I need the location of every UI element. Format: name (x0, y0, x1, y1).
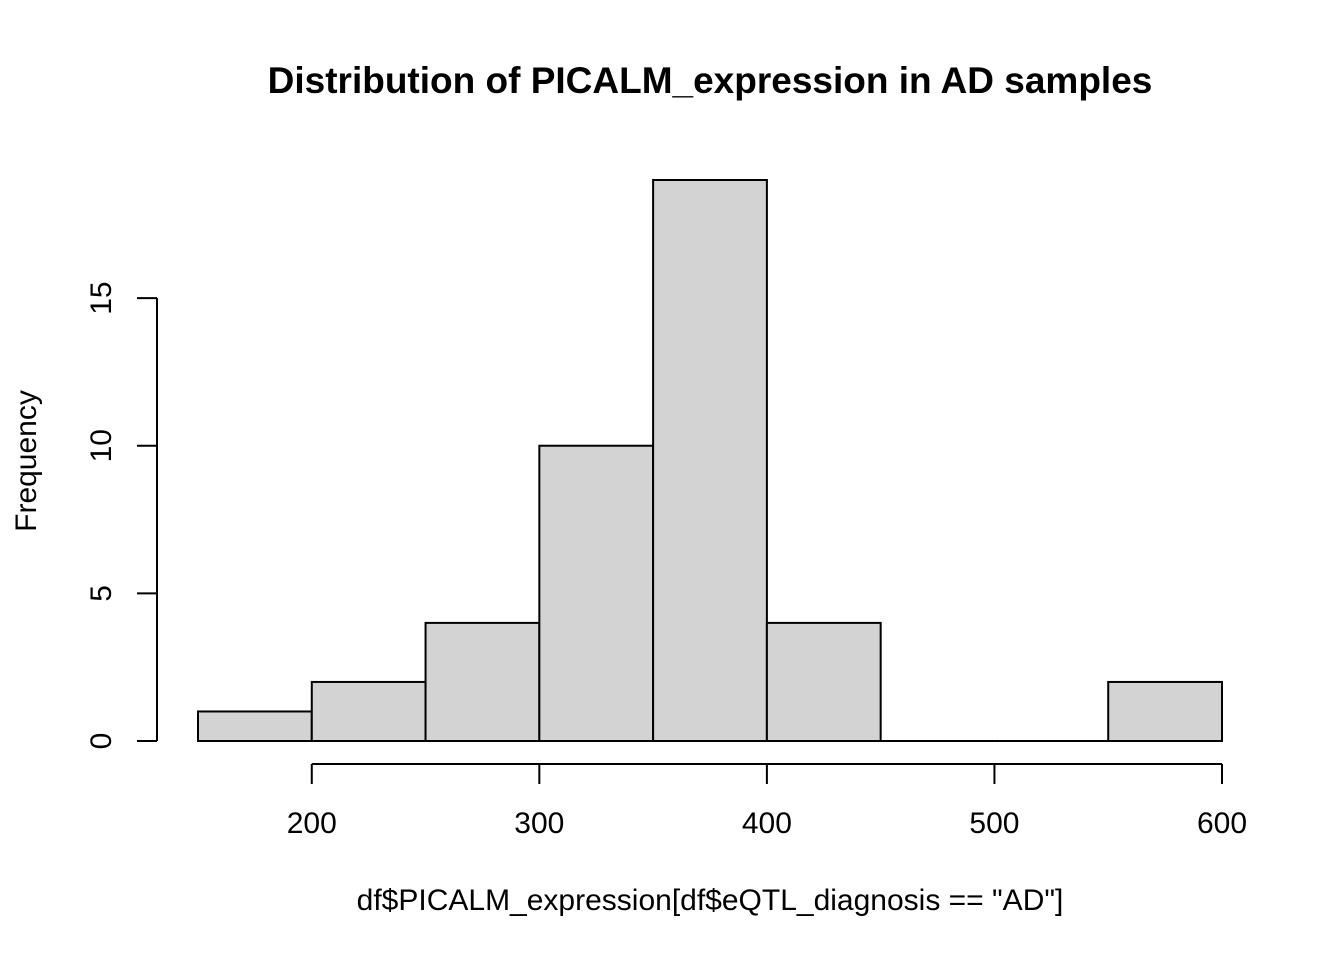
y-tick-label: 15 (85, 281, 118, 314)
histogram-bar (310, 680, 427, 743)
x-tick-label: 500 (969, 807, 1019, 840)
bars-group (197, 179, 1223, 743)
x-tick-label: 600 (1197, 807, 1247, 840)
y-tick-label: 5 (85, 585, 118, 602)
y-tick-label: 0 (85, 733, 118, 750)
histogram-bar (1107, 680, 1223, 743)
x-tick-label: 300 (514, 807, 564, 840)
y-axis: 0 5 10 15 (85, 281, 158, 750)
y-tick-label: 10 (85, 429, 118, 462)
histogram-bar (538, 444, 655, 742)
chart-title: Distribution of PICALM_expression in AD … (268, 60, 1153, 101)
histogram-bar (424, 621, 541, 742)
x-axis-label: df$PICALM_expression[df$eQTL_diagnosis =… (357, 884, 1064, 917)
histogram-bar (197, 710, 313, 743)
x-axis: 200 300 400 500 600 (287, 763, 1247, 840)
x-tick-label: 400 (742, 807, 792, 840)
y-axis-label: Frequency (10, 390, 43, 532)
histogram-bar (765, 621, 882, 742)
histogram-bar (652, 179, 768, 742)
x-tick-label: 200 (287, 807, 337, 840)
